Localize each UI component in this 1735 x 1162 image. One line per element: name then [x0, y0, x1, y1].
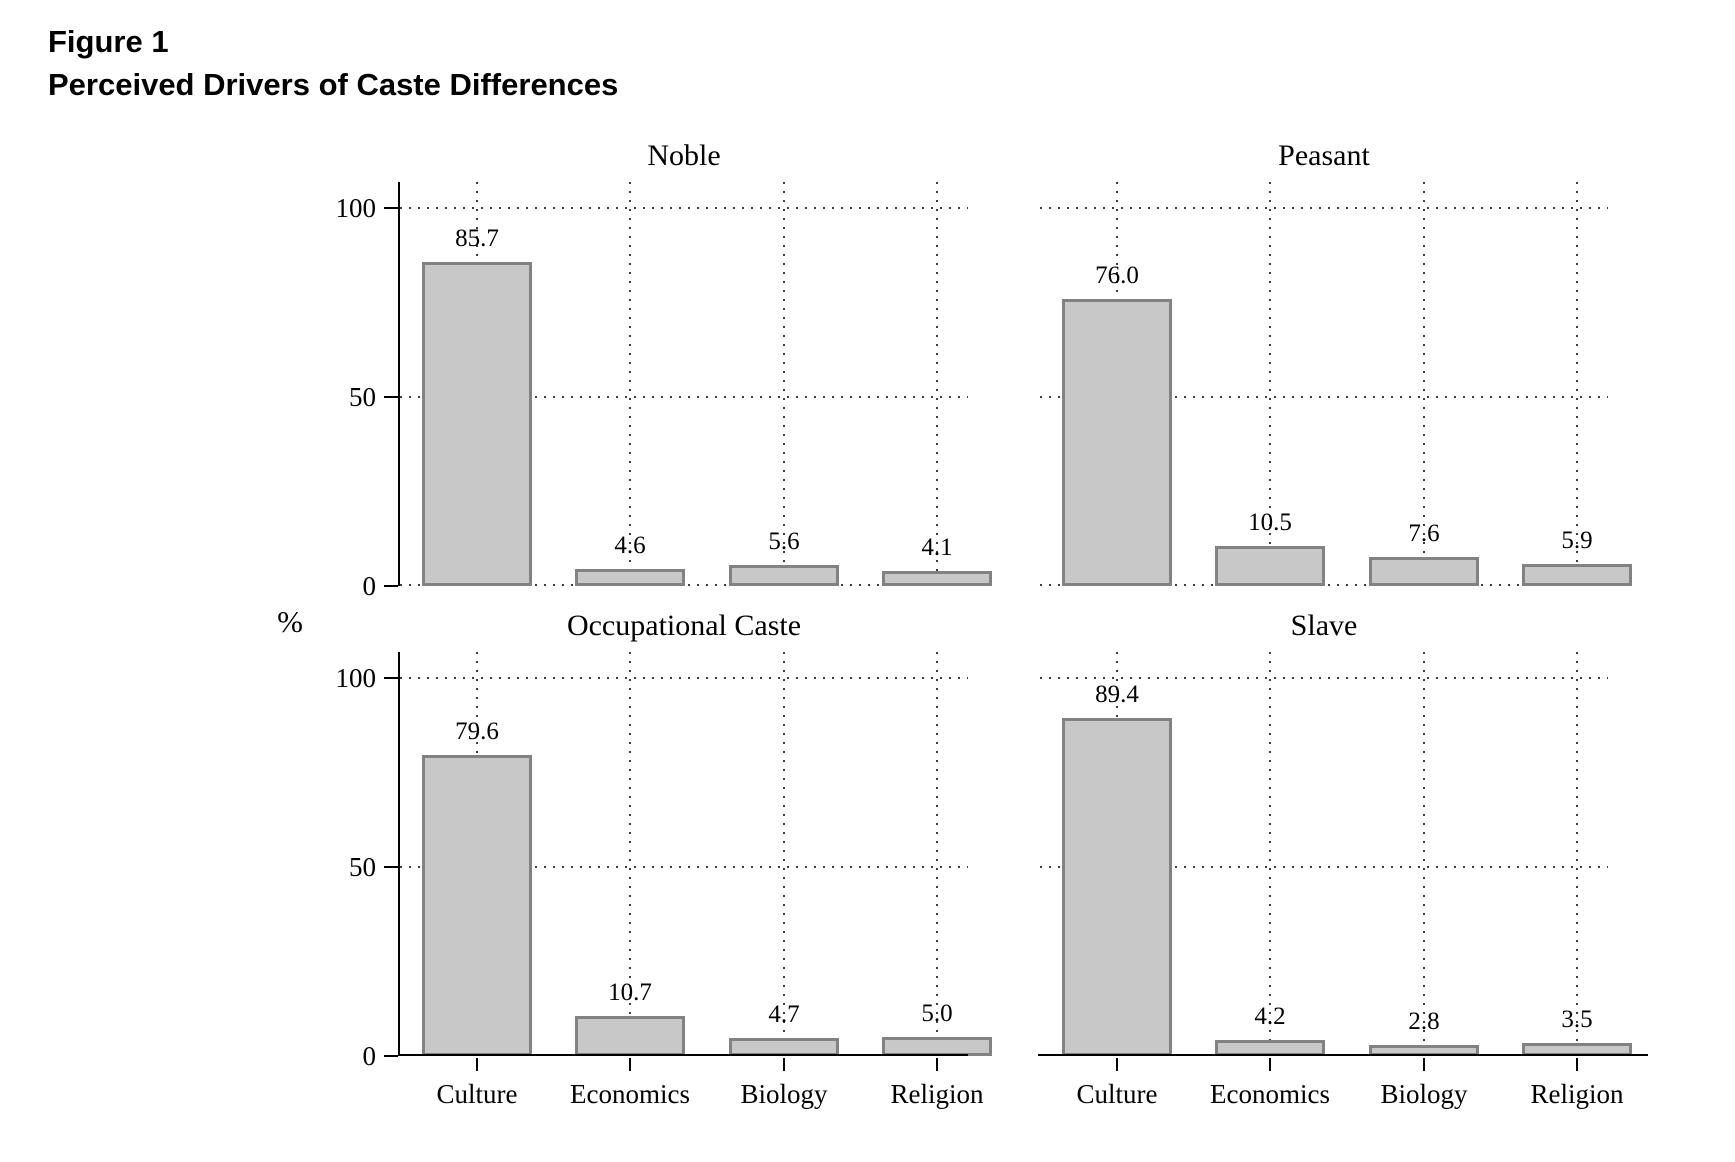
y-axis-spine [398, 652, 400, 1056]
gridline-h-100 [1040, 207, 1608, 209]
bar-value-label-biology: 7.6 [1408, 520, 1440, 547]
gridline-h-100 [400, 207, 968, 209]
subplot-noble: Noble 85.7 4.6 5.6 4.1 0 50 100 [336, 139, 992, 601]
gridline-v-religion [1576, 652, 1578, 1056]
subplot-title-peasant: Peasant [1278, 139, 1370, 172]
bar-culture [1062, 299, 1172, 586]
y-tick-mark-50 [384, 866, 398, 868]
gridline-v-economics [1269, 182, 1271, 586]
bar-culture [422, 262, 532, 586]
y-tick-label-50: 50 [349, 852, 376, 882]
bar-value-label-culture: 79.6 [455, 718, 499, 745]
gridline-v-biology [783, 182, 785, 586]
bar-religion [882, 571, 992, 586]
bar-value-label-culture: 89.4 [1095, 681, 1139, 708]
bar-value-label-religion: 5.0 [921, 1000, 953, 1027]
gridline-v-biology [783, 652, 785, 1056]
bar-value-label-economics: 4.2 [1254, 1003, 1286, 1030]
bar-value-label-biology: 4.7 [768, 1001, 800, 1028]
gridline-v-religion [936, 182, 938, 586]
x-category-label-economics: Economics [1210, 1079, 1330, 1109]
y-tick-mark-0 [384, 585, 398, 587]
gridline-v-biology [1423, 182, 1425, 586]
bar-value-label-economics: 10.5 [1248, 509, 1292, 536]
x-tick-mark-culture [476, 1058, 478, 1071]
gridline-v-religion [936, 652, 938, 1056]
y-tick-label-0: 0 [362, 571, 377, 601]
gridline-h-50 [1040, 396, 1608, 398]
bar-religion [1522, 564, 1632, 586]
x-tick-mark-economics [1269, 1058, 1271, 1071]
bar-biology [1369, 557, 1479, 586]
y-tick-mark-50 [384, 396, 398, 398]
bar-value-label-religion: 4.1 [921, 534, 953, 561]
x-tick-mark-religion [936, 1058, 938, 1071]
y-tick-label-100: 100 [335, 663, 377, 693]
x-category-label-biology: Biology [1380, 1079, 1468, 1109]
bar-culture [422, 755, 532, 1056]
x-category-label-biology: Biology [740, 1079, 828, 1109]
y-axis-spine [398, 182, 400, 586]
subplot-occupational-caste: Occupational Caste 79.6 10.7 4.7 5.0 0 50 100 Cu… [336, 609, 992, 1109]
gridline-v-biology [1423, 652, 1425, 1056]
y-tick-mark-100 [384, 207, 398, 209]
x-category-label-culture: Culture [436, 1079, 518, 1109]
gridline-v-economics [629, 182, 631, 586]
gridline-v-economics [1269, 652, 1271, 1056]
y-tick-label-100: 100 [335, 193, 377, 223]
bar-value-label-economics: 10.7 [608, 979, 652, 1006]
bar-economics [1215, 546, 1325, 586]
x-tick-mark-religion [1576, 1058, 1578, 1071]
gridline-v-economics [629, 652, 631, 1056]
subplot-title-occupational-caste: Occupational Caste [566, 609, 802, 642]
x-category-label-religion: Religion [1530, 1079, 1624, 1109]
bar-value-label-economics: 4.6 [614, 532, 646, 559]
bar-value-label-religion: 3.5 [1561, 1006, 1593, 1033]
bar-economics [575, 1016, 685, 1056]
bar-value-label-culture: 85.7 [455, 225, 499, 252]
y-tick-mark-0 [384, 1055, 398, 1057]
bar-value-label-religion: 5.9 [1561, 527, 1593, 554]
x-category-label-religion: Religion [890, 1079, 984, 1109]
y-tick-mark-100 [384, 677, 398, 679]
x-category-label-economics: Economics [570, 1079, 690, 1109]
y-axis-label: % [277, 604, 303, 639]
x-axis-line [398, 1054, 968, 1056]
subplot-title-slave: Slave [1290, 609, 1358, 642]
x-tick-mark-economics [629, 1058, 631, 1071]
subplot-slave: Slave 89.4 4.2 2.8 3.5 Culture Economics Biolog… [1038, 609, 1648, 1109]
figure-title: Figure 1 Perceived Drivers of Caste Diff… [48, 20, 618, 106]
y-tick-label-0: 0 [362, 1041, 377, 1071]
x-tick-mark-biology [1423, 1058, 1425, 1071]
x-category-label-culture: Culture [1076, 1079, 1158, 1109]
x-tick-mark-culture [1116, 1058, 1118, 1071]
gridline-h-50 [400, 396, 968, 398]
gridline-v-religion [1576, 182, 1578, 586]
figure-title-line2: Perceived Drivers of Caste Differences [48, 67, 619, 102]
bar-value-label-culture: 76.0 [1095, 262, 1139, 289]
bar-value-label-biology: 5.6 [768, 528, 800, 555]
bar-economics [575, 569, 685, 586]
bar-value-label-biology: 2.8 [1408, 1008, 1440, 1035]
bar-biology [729, 565, 839, 586]
gridline-h-100 [1040, 677, 1608, 679]
x-tick-mark-biology [783, 1058, 785, 1071]
x-axis-line [1038, 1054, 1648, 1056]
bar-culture [1062, 718, 1172, 1056]
gridline-h-100 [400, 677, 968, 679]
subplot-title-noble: Noble [647, 139, 721, 172]
subplot-peasant: Peasant 76.0 10.5 7.6 5.9 [1040, 139, 1632, 586]
figure-title-line1: Figure 1 [48, 24, 169, 59]
y-tick-label-50: 50 [349, 382, 376, 412]
gridline-h-50 [1040, 866, 1608, 868]
gridline-h-50 [400, 866, 968, 868]
